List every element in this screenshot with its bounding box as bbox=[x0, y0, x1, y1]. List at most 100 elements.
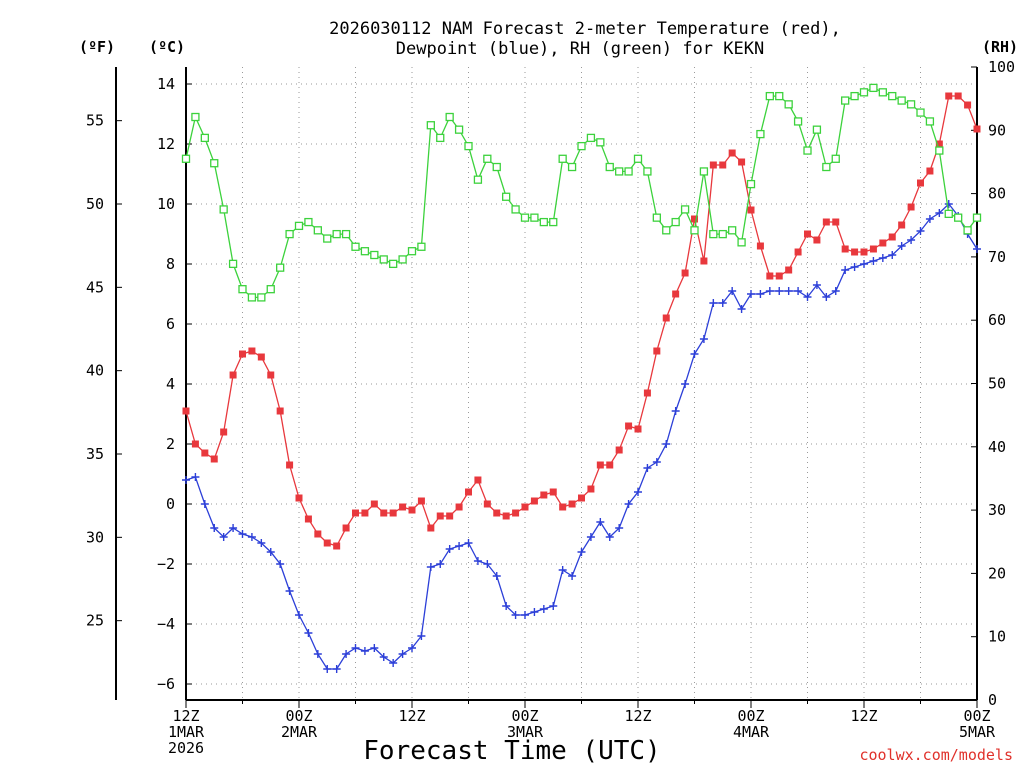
data-point bbox=[426, 121, 435, 130]
data-point bbox=[210, 524, 219, 532]
data-point bbox=[615, 524, 624, 532]
data-point bbox=[831, 154, 840, 163]
data-point bbox=[624, 500, 633, 508]
data-point bbox=[699, 167, 709, 176]
data-point bbox=[643, 167, 652, 176]
data-point bbox=[436, 560, 445, 568]
data-point bbox=[596, 461, 604, 469]
data-point bbox=[718, 299, 727, 307]
fahrenheit-tick-label: 40 bbox=[86, 362, 104, 380]
data-point bbox=[492, 572, 501, 580]
data-point bbox=[266, 285, 275, 294]
data-point bbox=[691, 215, 698, 223]
rh-tick-label: 20 bbox=[988, 564, 1006, 582]
data-point bbox=[841, 96, 850, 105]
data-point bbox=[925, 215, 934, 223]
rh-tick-label: 50 bbox=[988, 375, 1006, 393]
data-point bbox=[407, 247, 417, 256]
data-point bbox=[605, 533, 614, 541]
data-point bbox=[398, 650, 407, 658]
data-point bbox=[794, 287, 803, 295]
celsius-tick-label: 10 bbox=[157, 195, 175, 213]
data-point bbox=[200, 500, 209, 508]
data-point bbox=[860, 260, 868, 268]
data-point bbox=[653, 347, 661, 355]
data-point bbox=[483, 154, 492, 163]
data-point bbox=[926, 167, 934, 175]
data-point bbox=[427, 524, 435, 532]
fahrenheit-tick-label: 30 bbox=[86, 528, 104, 546]
fahrenheit-tick-label: 55 bbox=[86, 112, 104, 130]
data-point bbox=[351, 242, 360, 251]
data-point bbox=[220, 428, 228, 436]
time-tick-label: 00Z bbox=[737, 707, 764, 725]
time-tick-label: 4MAR bbox=[733, 723, 770, 741]
data-point bbox=[625, 422, 633, 430]
data-point bbox=[784, 100, 793, 109]
data-point bbox=[464, 141, 473, 151]
data-point bbox=[332, 665, 341, 673]
data-point bbox=[672, 290, 680, 298]
data-point bbox=[200, 133, 209, 143]
data-point bbox=[512, 509, 520, 517]
data-point bbox=[831, 287, 840, 295]
fahrenheit-tick-label: 25 bbox=[86, 612, 104, 630]
data-point bbox=[473, 557, 482, 565]
data-point bbox=[521, 611, 529, 619]
data-point bbox=[219, 533, 228, 541]
data-point bbox=[812, 281, 821, 289]
series-layer bbox=[181, 83, 982, 673]
data-point bbox=[229, 524, 238, 532]
data-point bbox=[859, 88, 869, 97]
data-point bbox=[549, 217, 558, 227]
series-rh bbox=[181, 83, 982, 302]
data-point bbox=[295, 494, 303, 502]
data-point bbox=[662, 226, 671, 235]
data-point bbox=[878, 254, 887, 262]
time-tick-label: 00Z bbox=[285, 707, 312, 725]
data-point bbox=[464, 539, 473, 547]
data-point bbox=[832, 218, 840, 226]
data-point bbox=[728, 287, 737, 295]
data-point bbox=[972, 213, 982, 222]
data-point bbox=[869, 257, 878, 265]
data-point bbox=[633, 154, 643, 163]
data-point bbox=[765, 287, 774, 295]
data-point bbox=[446, 512, 454, 520]
data-point bbox=[380, 509, 388, 517]
data-point bbox=[850, 263, 859, 271]
data-point bbox=[624, 167, 633, 176]
data-point bbox=[652, 213, 661, 222]
data-point bbox=[445, 545, 454, 553]
data-point bbox=[964, 101, 972, 109]
data-point bbox=[888, 251, 897, 259]
data-point bbox=[540, 491, 548, 499]
data-point bbox=[944, 200, 953, 208]
fahrenheit-axis-unit: (ºF) bbox=[79, 38, 115, 56]
data-point bbox=[408, 506, 416, 514]
data-point bbox=[916, 108, 925, 117]
data-point bbox=[257, 353, 265, 361]
data-point bbox=[822, 162, 831, 172]
data-point bbox=[492, 162, 501, 172]
series-line bbox=[185, 203, 978, 670]
data-point bbox=[559, 503, 567, 511]
data-point bbox=[634, 425, 642, 433]
data-point bbox=[276, 407, 284, 415]
celsius-axis-ticks: 14 12 10 8 6 4 2 0 −2 −4 −6 bbox=[157, 75, 192, 693]
data-point bbox=[228, 259, 238, 269]
data-point bbox=[690, 226, 699, 235]
data-point bbox=[935, 209, 944, 217]
data-point bbox=[860, 248, 868, 256]
data-point bbox=[370, 250, 379, 260]
data-point bbox=[803, 146, 812, 155]
fahrenheit-tick-label: 45 bbox=[86, 278, 104, 296]
data-point bbox=[313, 650, 322, 658]
fahrenheit-axis-ticks: 55 50 45 40 35 30 25 bbox=[86, 112, 122, 630]
series-dewpoint bbox=[182, 200, 981, 673]
time-tick-label: 5MAR bbox=[959, 723, 996, 741]
data-point bbox=[182, 476, 190, 484]
data-point bbox=[671, 407, 680, 415]
